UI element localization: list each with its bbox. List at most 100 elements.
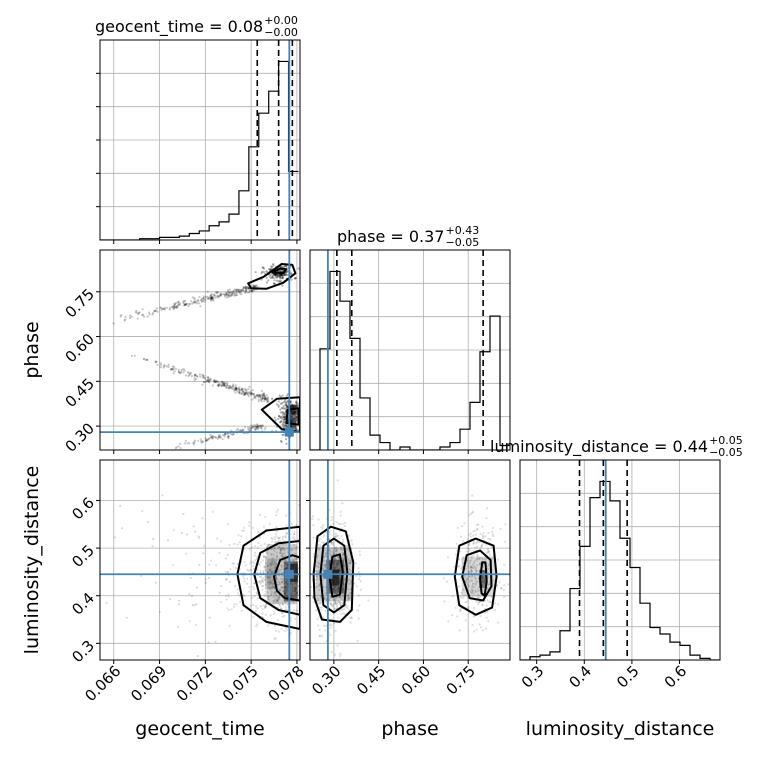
scatter-point: [248, 428, 251, 431]
scatter-point: [307, 574, 309, 576]
scatter-point: [145, 358, 148, 362]
scatter-point: [295, 609, 299, 612]
scatter-point: [281, 615, 284, 618]
scatter-point: [276, 554, 279, 558]
scatter-point: [478, 601, 481, 604]
scatter-point: [184, 439, 187, 442]
scatter-point: [279, 274, 282, 277]
scatter-point: [191, 302, 194, 305]
scatter-point: [270, 571, 273, 574]
scatter-point: [142, 357, 145, 360]
scatter-point: [207, 437, 210, 440]
scatter-point: [154, 310, 157, 313]
scatter-point: [295, 582, 298, 585]
scatter-point: [294, 588, 297, 592]
scatter-point: [301, 526, 303, 528]
scatter-point: [232, 385, 235, 388]
scatter-point: [472, 554, 475, 557]
scatter-point: [487, 620, 490, 623]
scatter-point: [460, 567, 463, 570]
scatter-point: [341, 522, 344, 526]
scatter-point: [294, 552, 297, 555]
scatter-point: [200, 299, 203, 302]
scatter-point: [199, 305, 202, 308]
scatter-point: [184, 303, 187, 306]
scatter-point: [135, 309, 138, 313]
scatter-point: [318, 634, 322, 637]
scatter-point: [253, 394, 256, 398]
scatter-point: [313, 616, 315, 618]
scatter-point: [272, 563, 275, 566]
scatter-point: [293, 590, 296, 593]
scatter-point: [171, 367, 174, 370]
scatter-point: [484, 627, 487, 631]
scatter-point: [334, 603, 337, 606]
scatter-point: [304, 605, 306, 607]
scatter-point: [271, 397, 274, 400]
scatter-point: [472, 615, 475, 618]
scatter-point: [339, 595, 342, 599]
scatter-point: [264, 594, 267, 597]
scatter-point: [351, 543, 354, 546]
scatter-point: [356, 639, 359, 643]
scatter-point: [332, 544, 335, 547]
panel-frame: [309, 459, 511, 661]
scatter-point: [340, 593, 343, 596]
scatter-point: [214, 296, 217, 299]
scatter-point: [211, 298, 214, 301]
scatter-point: [214, 379, 218, 382]
scatter-point: [242, 428, 245, 432]
scatter-point: [347, 594, 350, 598]
scatter-point: [270, 586, 273, 589]
scatter-point: [168, 306, 171, 310]
scatter-point: [196, 655, 199, 658]
scatter-point: [269, 564, 272, 567]
scatter-point: [256, 426, 259, 429]
scatter-point: [218, 591, 221, 594]
scatter-point: [347, 549, 350, 552]
scatter-point: [195, 302, 198, 305]
scatter-point: [277, 539, 280, 543]
scatter-point: [481, 604, 484, 607]
scatter-point: [297, 593, 300, 596]
scatter-point: [182, 301, 185, 305]
scatter-point: [239, 290, 242, 293]
scatter-point: [324, 563, 327, 566]
scatter-point: [232, 433, 235, 436]
scatter-point: [346, 588, 350, 591]
scatter-point: [233, 603, 236, 606]
scatter-point: [471, 624, 474, 627]
scatter-point: [512, 559, 514, 561]
scatter-point: [201, 383, 204, 386]
scatter-point: [256, 427, 259, 430]
scatter-point: [143, 358, 146, 361]
scatter-point: [478, 541, 481, 544]
scatter-point: [155, 361, 158, 364]
scatter-point: [265, 394, 268, 397]
scatter-point: [284, 595, 287, 598]
scatter-point: [279, 548, 282, 551]
scatter-point: [229, 386, 232, 389]
scatter-point: [252, 284, 255, 287]
scatter-point: [232, 294, 235, 297]
scatter-point: [173, 303, 176, 306]
scatter-point: [273, 538, 277, 541]
scatter-point: [295, 524, 298, 527]
scatter-point: [272, 263, 275, 266]
scatter-point: [190, 300, 193, 303]
scatter-point: [268, 557, 271, 560]
truth-marker: [284, 569, 294, 579]
scatter-point: [177, 303, 180, 306]
scatter-point: [341, 595, 344, 598]
scatter-point: [293, 557, 296, 560]
panel-frame: [99, 39, 301, 241]
scatter-point: [251, 289, 254, 292]
x-tick-label-geocent_time-2: 0.072: [173, 662, 216, 705]
y-tick-label-luminosity_distance-1: 0.4: [68, 589, 98, 619]
hist-step-geocent_time: [100, 60, 299, 240]
scatter-point: [285, 586, 288, 589]
scatter-point: [317, 597, 320, 600]
scatter-point: [465, 579, 468, 583]
scatter-point: [263, 393, 266, 396]
scatter-point: [248, 586, 251, 589]
